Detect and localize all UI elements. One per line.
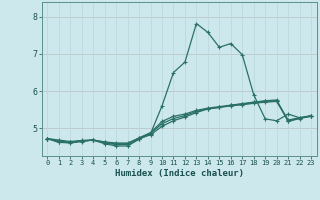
X-axis label: Humidex (Indice chaleur): Humidex (Indice chaleur) bbox=[115, 169, 244, 178]
